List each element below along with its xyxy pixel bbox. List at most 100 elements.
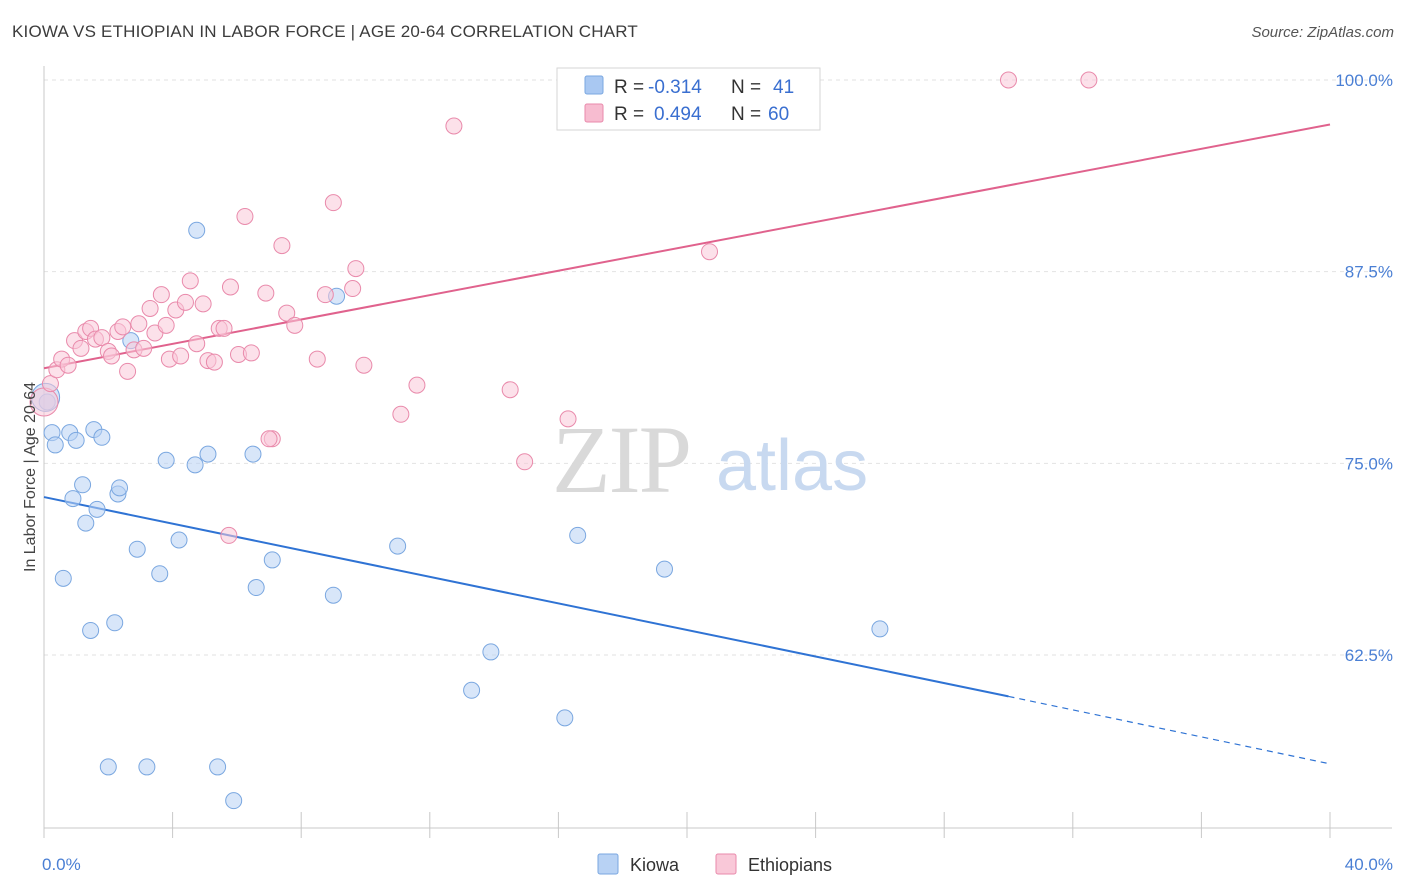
legend-n-value: 60 xyxy=(768,104,789,125)
data-point xyxy=(308,350,326,368)
data-point xyxy=(324,194,342,212)
data-point xyxy=(188,335,206,353)
data-point xyxy=(157,316,175,334)
data-point xyxy=(138,758,156,776)
watermark: ZIP atlas xyxy=(552,406,868,513)
legend-swatch-kiowa xyxy=(584,75,604,95)
data-point xyxy=(64,490,82,508)
data-point xyxy=(152,286,170,304)
data-point xyxy=(324,586,342,604)
data-point xyxy=(74,476,92,494)
gridlines xyxy=(44,79,1392,656)
data-point xyxy=(263,551,281,569)
data-point xyxy=(286,316,304,334)
data-point xyxy=(114,318,132,336)
data-point xyxy=(205,353,223,371)
data-point xyxy=(316,286,334,304)
data-point xyxy=(242,344,260,362)
data-point xyxy=(135,339,153,357)
data-point xyxy=(347,260,365,278)
data-point xyxy=(46,436,64,454)
legend-n-label: N = xyxy=(731,77,761,98)
data-point xyxy=(172,347,190,365)
data-point xyxy=(871,620,889,638)
data-point xyxy=(151,565,169,583)
data-point xyxy=(408,376,426,394)
data-point xyxy=(106,614,124,632)
data-point xyxy=(569,526,587,544)
data-point xyxy=(225,792,243,810)
data-point xyxy=(392,405,410,423)
watermark-zip: ZIP xyxy=(552,406,690,513)
data-point xyxy=(1080,71,1098,89)
data-point xyxy=(463,681,481,699)
y-tick-label: 62.5% xyxy=(1345,646,1393,665)
legend-box: R = -0.314 N = 41 R = 0.494 N = 60 xyxy=(556,67,821,131)
bottom-legend-swatch-ethiopians xyxy=(715,853,737,875)
data-point xyxy=(389,537,407,555)
data-point xyxy=(119,362,137,380)
data-point xyxy=(236,207,254,225)
series-ethiopians xyxy=(29,71,1098,544)
data-point xyxy=(181,272,199,290)
data-point xyxy=(54,569,72,587)
chart-title: KIOWA VS ETHIOPIAN IN LABOR FORCE | AGE … xyxy=(12,22,639,41)
trend-line xyxy=(43,123,1331,370)
y-axis-label: In Labor Force | Age 20-64 xyxy=(22,382,39,572)
data-point xyxy=(344,280,362,298)
trend-lines xyxy=(43,123,1331,765)
legend-swatch-ethiopians xyxy=(584,103,604,123)
legend-r-label: R = xyxy=(614,77,644,98)
data-point xyxy=(93,428,111,446)
legend-r-value: -0.314 xyxy=(648,77,702,98)
data-point xyxy=(501,381,519,399)
data-point xyxy=(111,479,129,497)
y-tick-label: 75.0% xyxy=(1345,454,1393,473)
data-point xyxy=(278,304,296,322)
data-point xyxy=(482,643,500,661)
data-point xyxy=(41,375,59,393)
legend-n-value: 41 xyxy=(773,77,794,98)
data-point xyxy=(130,315,148,333)
legend-r-label: R = xyxy=(614,104,644,125)
legend-n-label: N = xyxy=(731,104,761,125)
data-point xyxy=(186,456,204,474)
data-point xyxy=(257,284,275,302)
data-point xyxy=(701,243,719,261)
data-point xyxy=(59,356,77,374)
data-point xyxy=(72,339,90,357)
data-point xyxy=(82,621,100,639)
data-point xyxy=(141,299,159,317)
data-point xyxy=(1000,71,1017,89)
y-tick-label: 100.0% xyxy=(1335,71,1393,90)
data-point xyxy=(221,278,239,296)
data-point xyxy=(128,540,146,558)
data-point xyxy=(220,526,238,544)
data-point xyxy=(199,445,217,463)
data-point xyxy=(67,431,85,449)
series-kiowa xyxy=(31,221,889,810)
data-point xyxy=(103,347,121,365)
x-tick-label: 40.0% xyxy=(1345,855,1393,874)
data-point xyxy=(157,451,175,469)
data-point xyxy=(445,117,463,135)
data-point xyxy=(77,514,95,532)
legend-r-value: 0.494 xyxy=(654,104,702,125)
data-point xyxy=(556,709,574,727)
data-point xyxy=(209,758,227,776)
y-tick-labels: 62.5% 75.0% 87.5% 100.0% xyxy=(1335,71,1393,665)
bottom-legend-label-kiowa: Kiowa xyxy=(630,855,680,875)
data-point xyxy=(176,293,194,311)
data-point xyxy=(247,579,265,597)
x-tick-label: 0.0% xyxy=(42,855,81,874)
watermark-atlas: atlas xyxy=(716,426,868,506)
data-point xyxy=(260,430,278,448)
data-point xyxy=(99,758,117,776)
bottom-legend-label-ethiopians: Ethiopians xyxy=(748,855,832,875)
x-tick-labels: 0.0% 40.0% xyxy=(42,855,1393,874)
data-point xyxy=(188,221,206,239)
data-point xyxy=(215,319,233,337)
data-points xyxy=(29,71,1098,810)
data-point xyxy=(273,237,291,255)
